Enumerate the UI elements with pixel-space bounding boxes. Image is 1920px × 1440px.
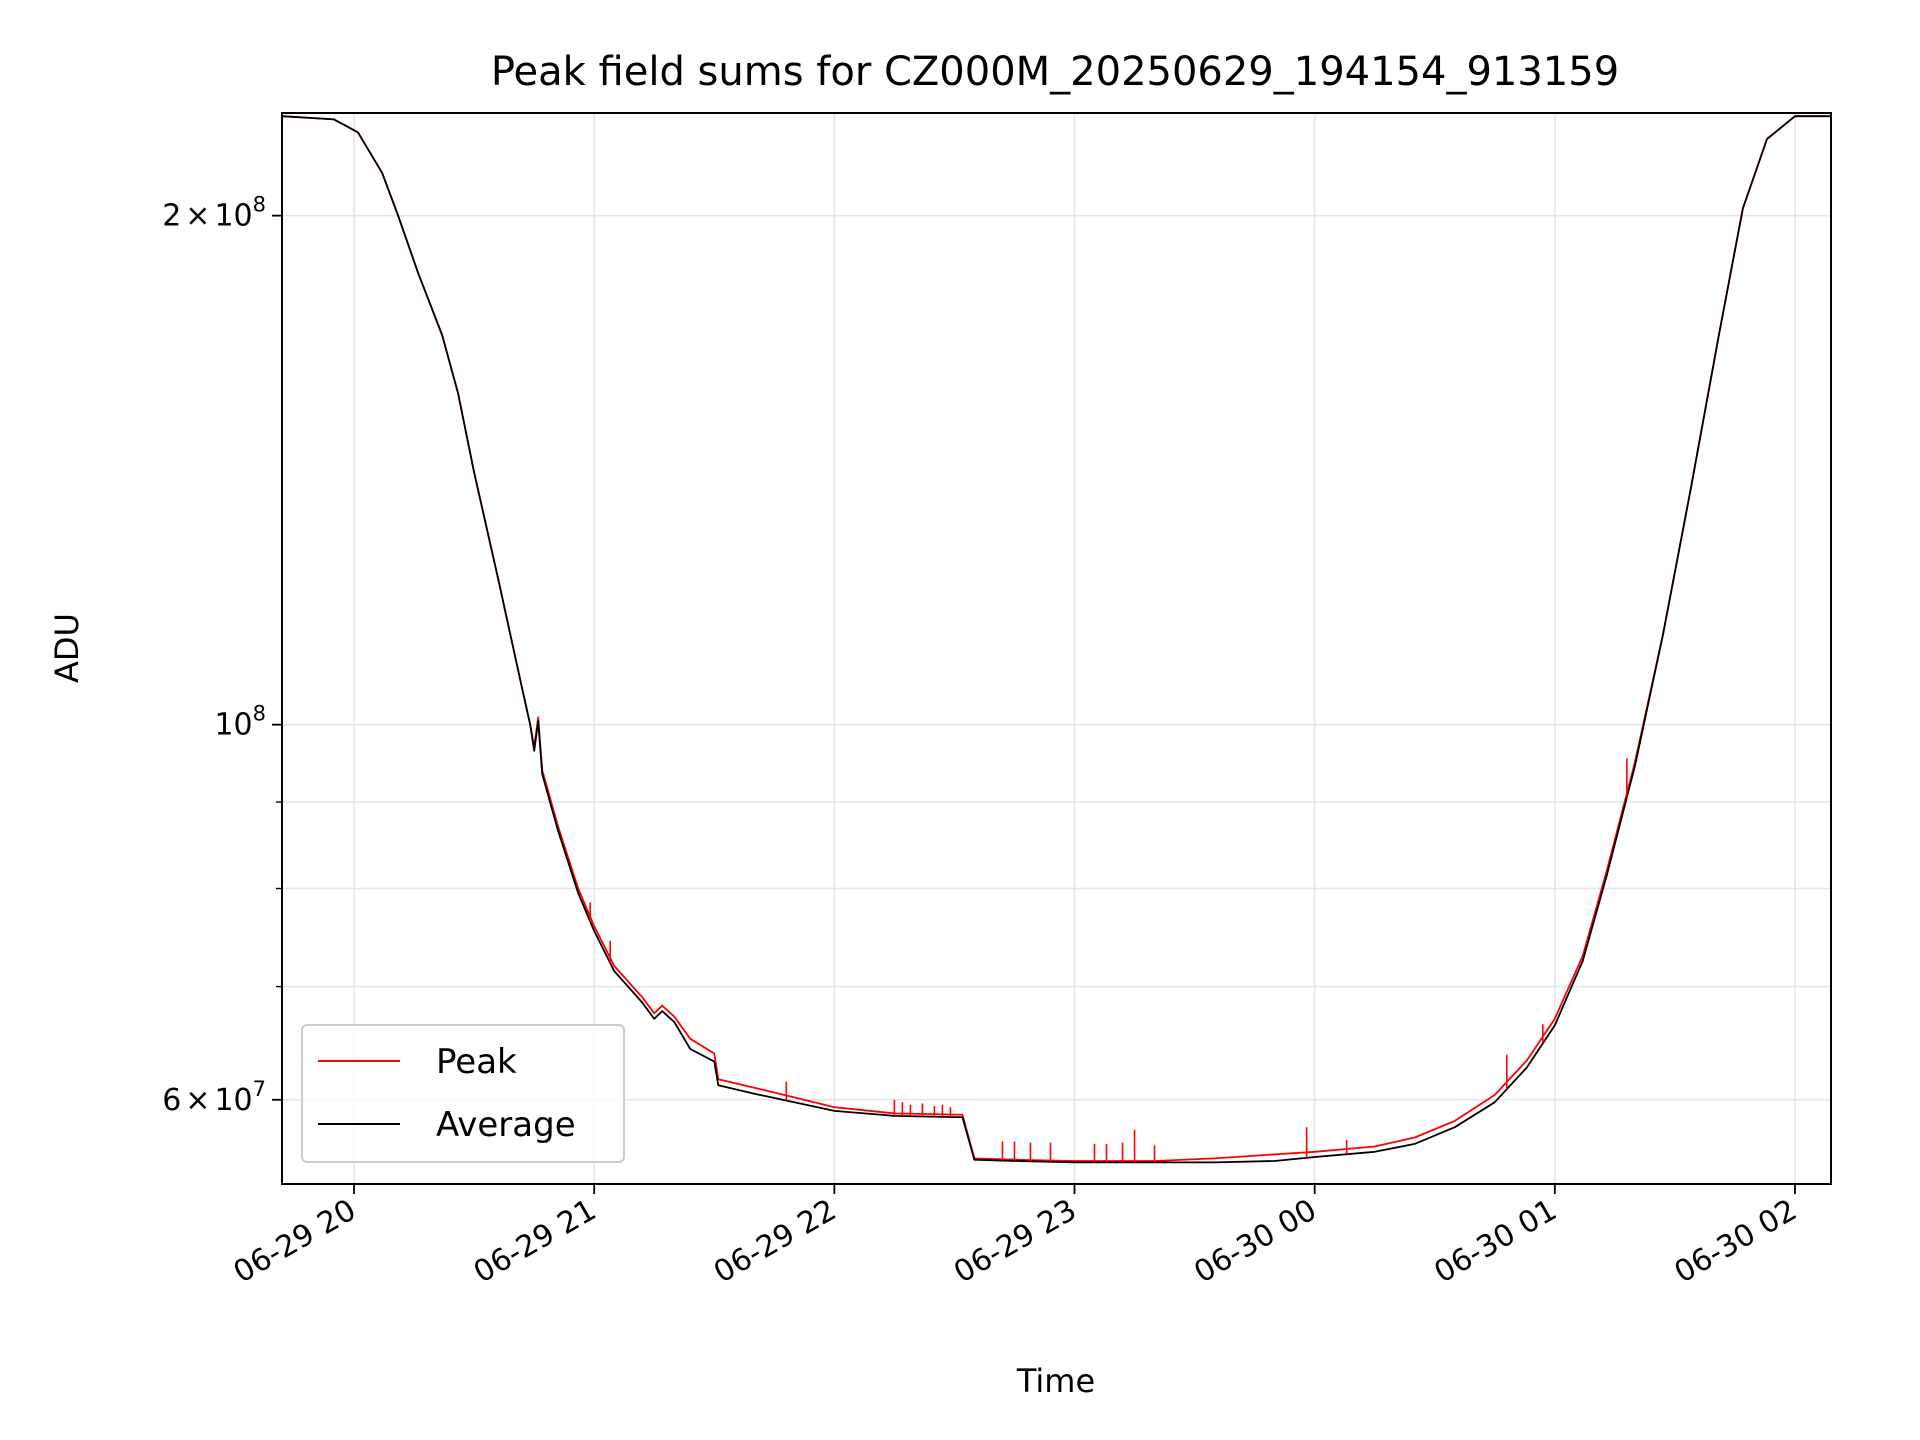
y-tick-base: 10 xyxy=(214,708,252,743)
y-tick-base: 10 xyxy=(214,199,252,234)
legend: Peak Average xyxy=(301,1024,625,1163)
y-tick-times: × xyxy=(185,199,210,234)
y-tick-exponent: 8 xyxy=(253,193,266,217)
chart-title: Peak field sums for CZ000M_20250629_1941… xyxy=(491,49,1619,95)
y-tick-label: 6 × 107 xyxy=(162,1077,266,1118)
y-tick-base: 10 xyxy=(214,1083,252,1118)
y-tick-exponent: 8 xyxy=(253,702,266,726)
x-axis-label: Time xyxy=(1016,1362,1095,1400)
y-tick-label: 108 xyxy=(214,702,266,743)
y-tick-label: 2 × 108 xyxy=(162,193,266,234)
y-axis-label: ADU xyxy=(48,613,86,683)
legend-label-peak: Peak xyxy=(436,1042,517,1082)
y-tick-mantissa: 6 xyxy=(162,1083,181,1118)
y-tick-mantissa: 2 xyxy=(162,199,181,234)
legend-label-average: Average xyxy=(436,1105,576,1145)
legend-box xyxy=(301,1024,625,1163)
y-tick-times: × xyxy=(185,1083,210,1118)
series-line-average xyxy=(282,115,1831,1164)
plot-frame xyxy=(281,112,1832,1185)
series-layer xyxy=(282,115,1831,1164)
y-tick-exponent: 7 xyxy=(253,1077,266,1101)
